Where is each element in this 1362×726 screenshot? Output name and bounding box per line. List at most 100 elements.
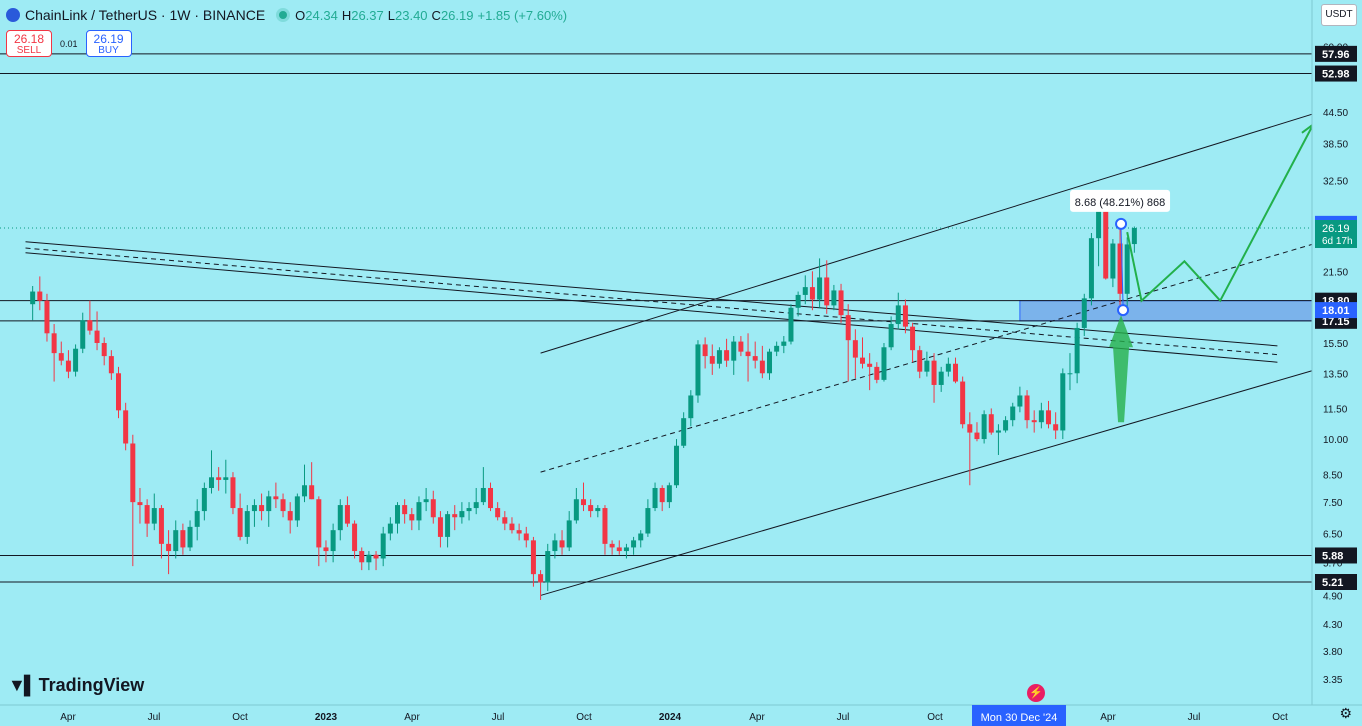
candle-body [738,341,744,352]
candle-body [280,499,286,512]
candle-body [652,487,658,509]
last-price-countdown: 6d 17h [1322,236,1353,247]
currency-button[interactable]: USDT [1321,4,1357,26]
trendline [540,98,1362,354]
close-label: C [431,7,441,23]
candle-body [502,517,508,524]
y-tick-label: 32.50 [1323,177,1348,188]
candle-body [852,340,858,358]
candle-body [380,533,386,559]
candle-body [1124,244,1130,294]
y-tick-label: 44.50 [1323,108,1348,119]
highlight-price-tag [1315,302,1357,319]
candle-body [194,511,200,527]
candle-body [30,291,36,305]
last-price-tag [1315,220,1357,248]
y-tick-label: 13.50 [1323,369,1348,380]
last-price-label: 26.19 [1322,223,1350,235]
candle-body [216,477,222,480]
event-bolt-icon[interactable]: ⚡ [1027,684,1045,702]
x-tick-label: Jul [148,712,161,723]
level-price-tag [1315,574,1357,590]
spread-value: 0.01 [60,38,78,49]
candle-body [180,530,186,548]
candle-body [1074,327,1080,374]
candle-body [838,290,844,316]
candle-body [788,307,794,342]
candle-body [1046,410,1052,425]
candle-body [402,505,408,515]
candle-body [409,514,415,521]
measure-label-box [1070,189,1171,212]
candle-body [953,363,959,382]
symbol-title[interactable]: ChainLink / TetherUS · 1W · BINANCE [25,7,266,23]
measure-end-handle [1117,304,1130,317]
sell-price: 26.18 [13,32,45,46]
candle-body [151,508,157,524]
sell-button[interactable]: 26.18 SELL [6,30,52,57]
candle-body [509,523,515,531]
candle-body [981,414,987,440]
level-price-label: 5.21 [1322,577,1343,589]
candle-body [244,511,250,537]
candle-body [895,305,901,325]
candle-body [101,342,107,357]
trendline [25,252,1278,363]
candle-body [495,508,501,518]
x-tick-label: Apr [60,712,76,723]
tradingview-wordmark: TradingView [38,675,145,695]
candle-body [545,551,551,583]
buy-button[interactable]: 26.19 BUY [85,30,132,57]
candle-body [1017,395,1023,407]
candle-body [302,485,308,497]
candle-body [538,574,544,583]
candle-body [359,551,365,563]
candle-body [1110,243,1116,279]
y-tick-label: 3.35 [1323,675,1343,686]
crosshair-date-label: Mon 30 Dec '24 [981,712,1058,724]
candle-body [223,477,229,480]
trade-panel: 26.18 SELL 0.01 26.19 BUY [6,30,132,57]
candle-body [187,526,193,548]
trendline [540,355,1362,596]
candle-body [917,350,923,372]
candle-body [373,554,379,559]
candle-body [37,291,43,301]
symbol-header: ChainLink / TetherUS · 1W · BINANCE O 24.… [6,6,567,24]
candle-body [73,348,79,372]
highlight-price-label: 18.01 [1322,305,1350,317]
candle-body [945,363,951,372]
close-value: 26.19 [440,7,474,23]
candle-body [938,371,944,385]
candle-body [759,360,765,374]
candle-body [552,540,558,552]
candle-body [860,357,866,364]
low-label: L [387,7,395,23]
candle-body [273,496,279,500]
y-tick-label: 10.00 [1323,435,1348,446]
sell-label: SELL [16,45,42,56]
tradingview-logo: ▼▌ TradingView [8,675,144,696]
candle-body [910,326,916,351]
candle-body [659,487,665,503]
candle-body [867,363,873,367]
candle-body [94,330,100,343]
candle-body [108,356,114,374]
open-value: 24.34 [305,7,338,23]
candle-body [888,324,894,348]
candle-body [931,360,937,385]
settings-gear-icon[interactable]: ⚙ [1339,705,1352,721]
candle-body [445,514,451,537]
y-tick-label: 8.50 [1323,471,1343,482]
candle-body [695,344,701,396]
candle-body [201,487,207,512]
candle-body [831,290,837,306]
low-value: 23.40 [395,7,428,23]
candle-body [609,543,615,548]
candle-body [602,508,608,544]
candle-body [266,496,272,512]
trendline [25,247,1278,356]
level-price-tag [1315,45,1357,62]
x-tick-label: 2024 [659,712,682,723]
